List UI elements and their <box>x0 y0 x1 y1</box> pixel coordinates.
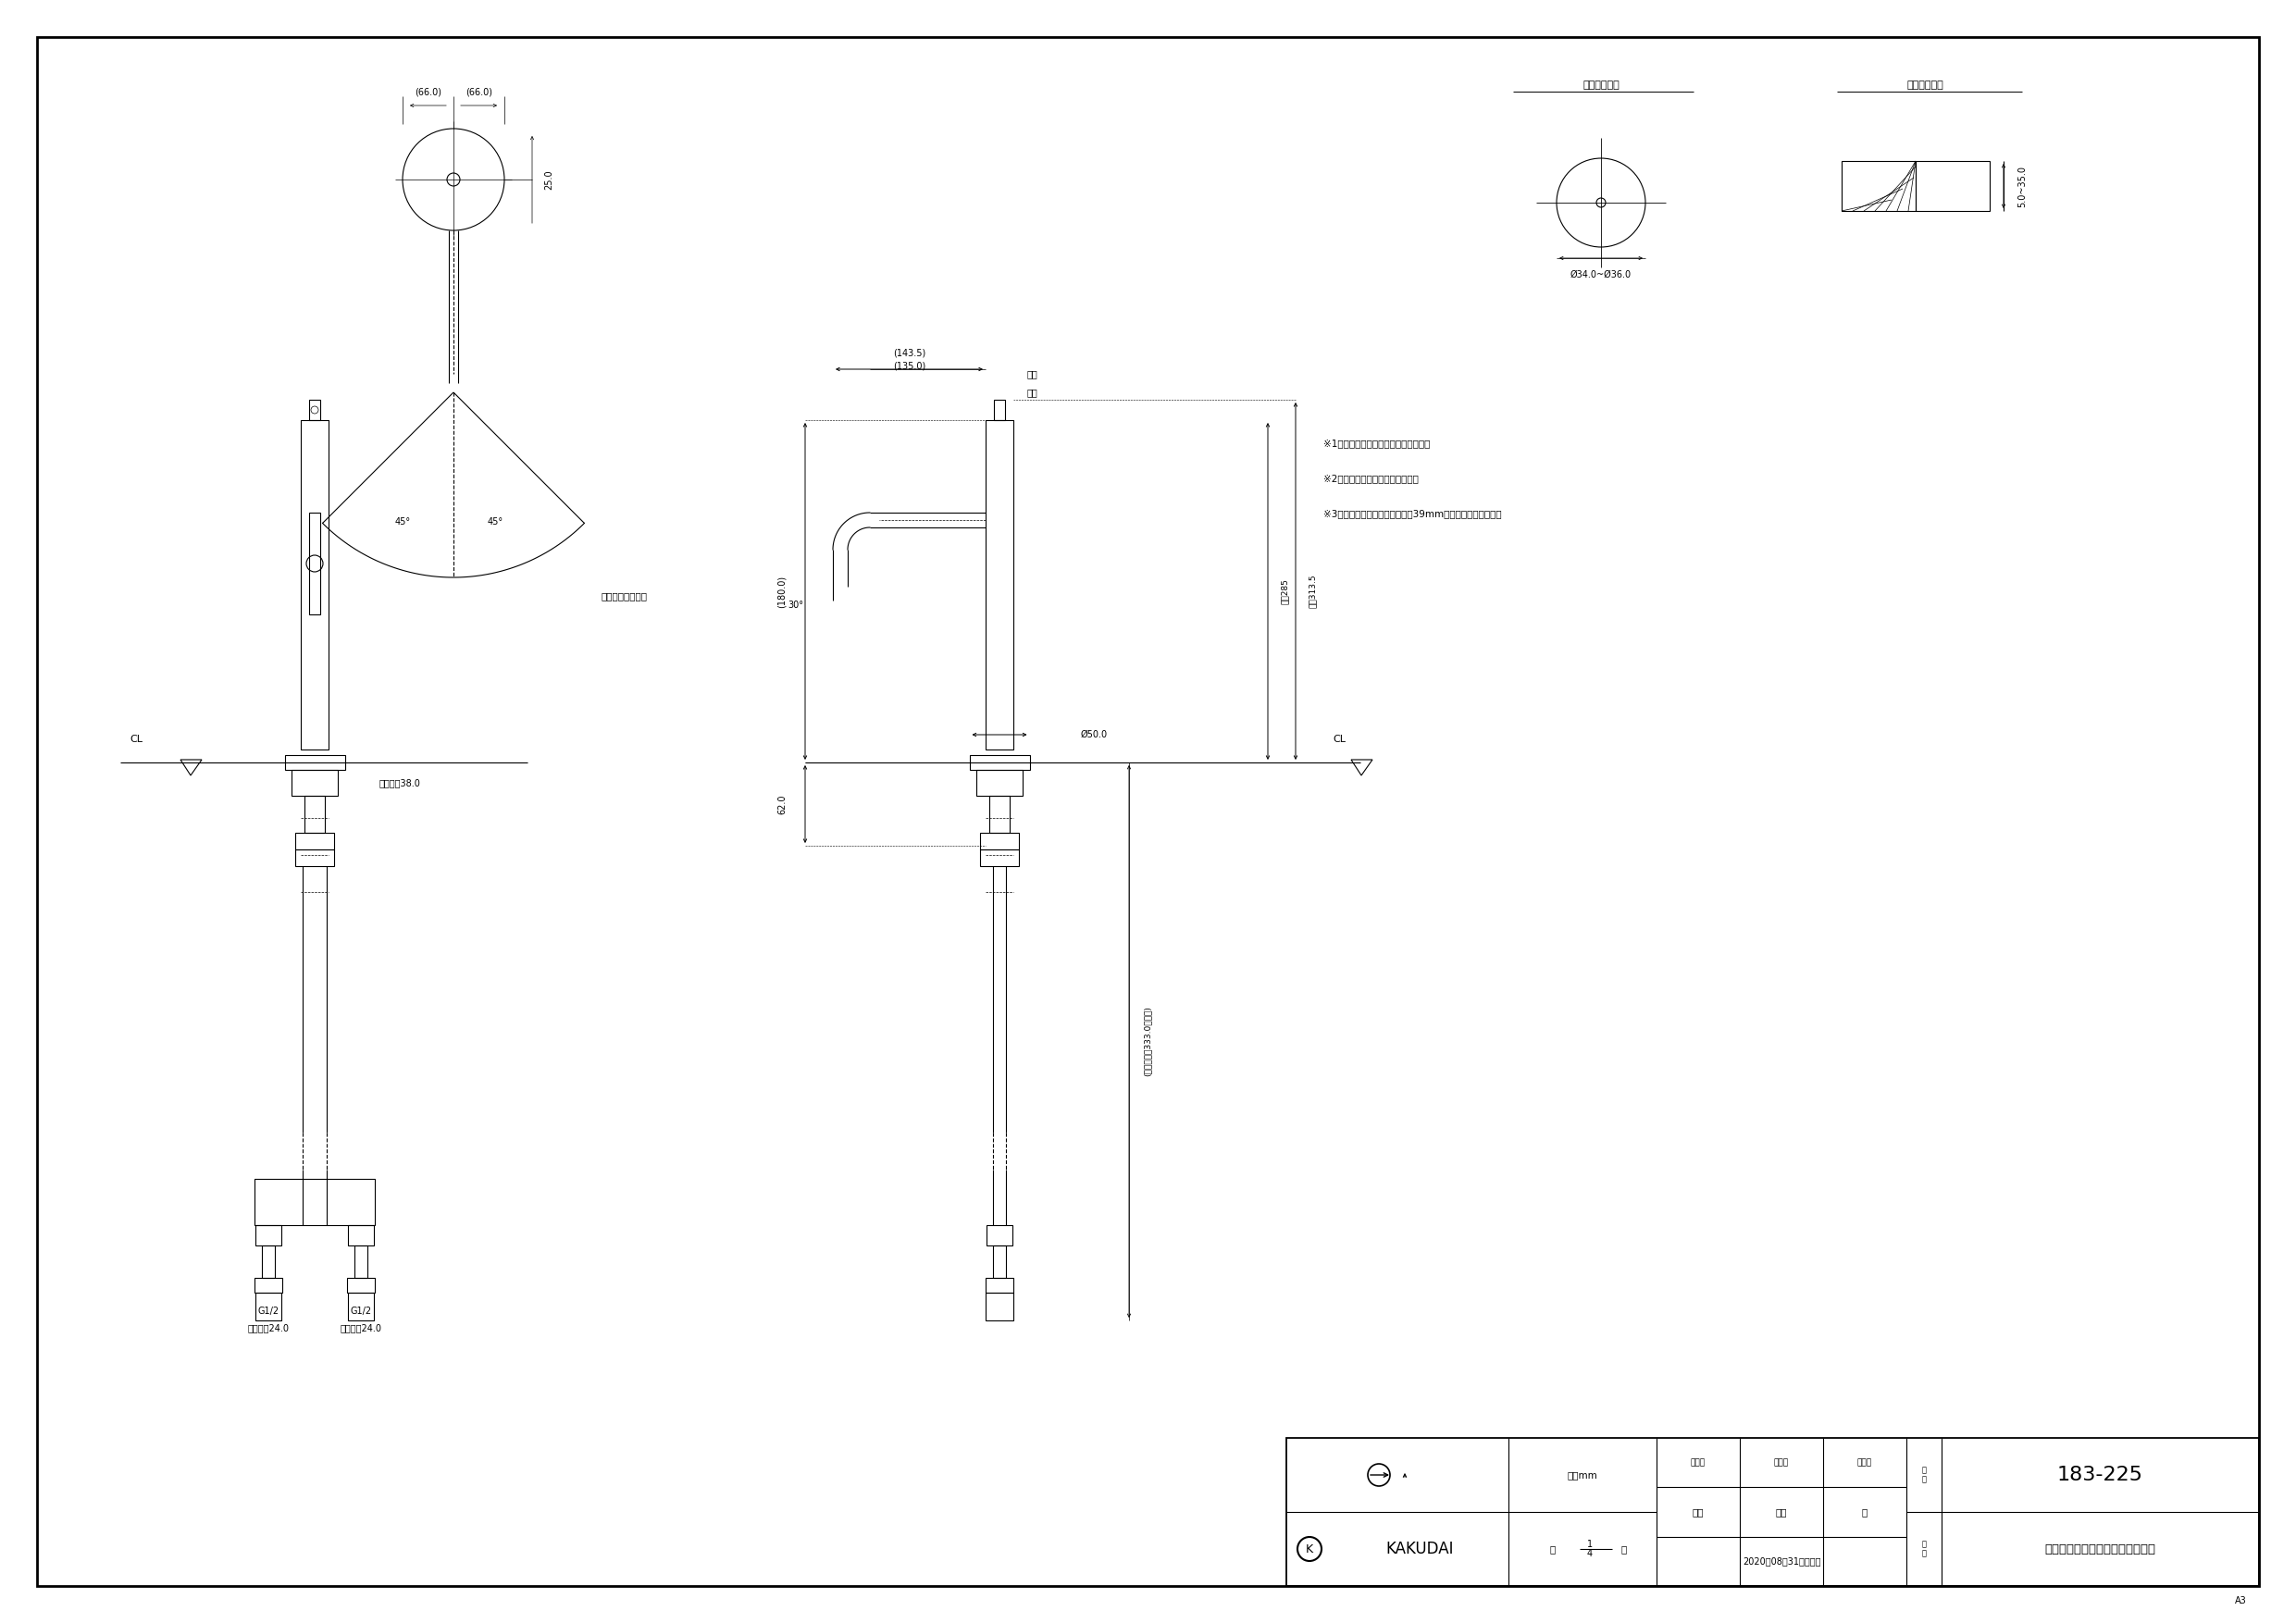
Bar <box>994 399 1006 420</box>
Text: G1/2: G1/2 <box>351 1307 372 1316</box>
Bar <box>255 1178 374 1225</box>
Text: 製　図: 製 図 <box>1690 1459 1706 1467</box>
Bar <box>305 795 324 833</box>
Text: 天撕締付範囲: 天撕締付範囲 <box>1906 81 1942 89</box>
Bar <box>301 420 328 750</box>
Text: Ø34.0~Ø36.0: Ø34.0~Ø36.0 <box>1570 269 1632 279</box>
Text: A3: A3 <box>2234 1595 2245 1605</box>
Bar <box>255 1225 282 1245</box>
Text: 冷水: 冷水 <box>1026 368 1038 378</box>
Text: 止水: 止水 <box>1026 388 1038 398</box>
Bar <box>985 1292 1013 1321</box>
Bar <box>980 849 1019 867</box>
Text: CL: CL <box>129 735 142 743</box>
Text: ※2　止水栓を必ず設置すること。: ※2 止水栓を必ず設置すること。 <box>1322 474 1419 484</box>
Text: 45°: 45° <box>395 518 411 526</box>
Text: 検　図: 検 図 <box>1775 1459 1789 1467</box>
Bar <box>992 1245 1006 1277</box>
Bar <box>296 849 335 867</box>
Bar <box>292 769 338 795</box>
Text: 尺: 尺 <box>1550 1545 1557 1553</box>
Text: KAKUDAI: KAKUDAI <box>1384 1540 1453 1558</box>
Text: 品
名: 品 名 <box>1922 1540 1926 1558</box>
Text: 有効285: 有効285 <box>1281 578 1288 604</box>
Text: 承　認: 承 認 <box>1857 1459 1871 1467</box>
Text: K: K <box>1306 1543 1313 1555</box>
Text: 六角対辺24.0: 六角対辺24.0 <box>248 1323 289 1332</box>
Text: (180.0): (180.0) <box>778 575 788 607</box>
Bar <box>255 1292 282 1321</box>
Text: 全長313.5: 全長313.5 <box>1309 575 1316 609</box>
Text: CL: CL <box>1332 735 1345 743</box>
Text: 183-225: 183-225 <box>2057 1466 2142 1483</box>
Bar <box>310 513 319 615</box>
Text: 5.0~35.0: 5.0~35.0 <box>2018 166 2027 206</box>
Bar <box>349 1292 374 1321</box>
Text: 30°: 30° <box>788 601 804 610</box>
Bar <box>985 420 1013 750</box>
Text: 単位mm: 単位mm <box>1568 1470 1598 1480</box>
Text: 六角対辺24.0: 六角対辺24.0 <box>340 1323 381 1332</box>
Text: 天撕取付穴径: 天撕取付穴径 <box>1582 81 1619 89</box>
Bar <box>354 1245 367 1277</box>
Bar <box>262 1245 276 1277</box>
Text: 62.0: 62.0 <box>778 794 788 815</box>
Bar <box>1286 1438 2259 1586</box>
Bar <box>296 833 335 849</box>
Bar <box>255 1277 282 1292</box>
Bar <box>969 755 1029 769</box>
Text: ハンドル回転角度: ハンドル回転角度 <box>602 591 647 601</box>
Bar <box>285 755 344 769</box>
Bar <box>976 769 1022 795</box>
Text: 山田: 山田 <box>1775 1508 1786 1516</box>
Text: 1: 1 <box>1587 1540 1593 1550</box>
Text: 4: 4 <box>1587 1548 1593 1558</box>
Text: ※3　ブレードホースは曲げ半径39mm以上を確保すること。: ※3 ブレードホースは曲げ半径39mm以上を確保すること。 <box>1322 510 1502 518</box>
Text: (66.0): (66.0) <box>466 88 491 96</box>
Text: ※1　（　）内寸法は参考寸法である。: ※1 （ ）内寸法は参考寸法である。 <box>1322 438 1430 448</box>
Text: 度: 度 <box>1621 1545 1628 1553</box>
Bar <box>987 1225 1013 1245</box>
Text: 2020年08月31日　作成: 2020年08月31日 作成 <box>1743 1556 1821 1566</box>
Bar <box>990 795 1010 833</box>
Text: 黒崎: 黒崎 <box>1692 1508 1704 1516</box>
Bar <box>985 1277 1013 1292</box>
Text: (取付口より333.0　参考): (取付口より333.0 参考) <box>1143 1006 1153 1076</box>
Text: (135.0): (135.0) <box>893 362 925 372</box>
Bar <box>1841 161 1915 211</box>
Text: シングルレバー混合栓（ミドル）: シングルレバー混合栓（ミドル） <box>2046 1543 2156 1555</box>
Text: (143.5): (143.5) <box>893 347 925 357</box>
Bar <box>1915 161 1991 211</box>
Text: 六角対辺38.0: 六角対辺38.0 <box>379 777 420 787</box>
Text: G1/2: G1/2 <box>257 1307 280 1316</box>
Text: 45°: 45° <box>487 518 503 526</box>
Text: Ø50.0: Ø50.0 <box>1081 730 1107 740</box>
Text: 25.0: 25.0 <box>544 169 553 190</box>
Bar <box>310 399 319 420</box>
Text: (66.0): (66.0) <box>416 88 441 96</box>
Text: 祝: 祝 <box>1862 1508 1867 1516</box>
Bar <box>347 1277 374 1292</box>
Text: 品
番: 品 番 <box>1922 1466 1926 1483</box>
Bar <box>980 833 1019 849</box>
Bar <box>349 1225 374 1245</box>
